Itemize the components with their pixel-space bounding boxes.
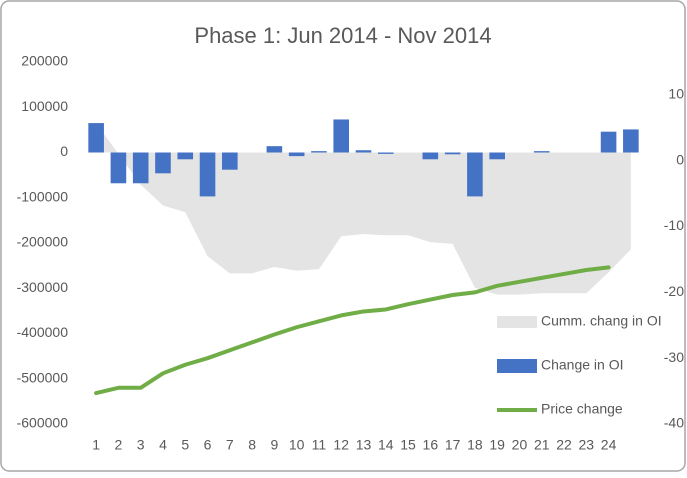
bar: [288, 152, 305, 157]
y2-tick-label: -40: [664, 415, 684, 431]
bar: [533, 151, 550, 153]
x-tick-label: 11: [312, 437, 327, 453]
x-tick-label: 24: [601, 437, 617, 453]
y-tick-label: -600000: [17, 415, 69, 431]
y-tick-label: -100000: [17, 188, 69, 204]
bar: [489, 152, 505, 160]
x-tick-label: 5: [181, 437, 189, 453]
y-tick-label: -500000: [17, 369, 69, 385]
bar: [377, 152, 394, 154]
bar: [467, 152, 483, 197]
y-tick-label: 0: [60, 143, 68, 159]
y-tick-label: 200000: [21, 53, 68, 69]
x-tick-label: 22: [556, 437, 572, 453]
legend-swatch: [497, 316, 537, 328]
legend-label: Price change: [541, 401, 623, 417]
y-tick-label: 100000: [21, 98, 68, 114]
bar: [623, 129, 639, 153]
x-tick-label: 12: [333, 437, 349, 453]
x-tick-label: 13: [356, 437, 372, 453]
bar: [222, 152, 238, 170]
x-tick-label: 14: [378, 437, 394, 453]
x-tick-label: 18: [467, 437, 483, 453]
legend-label: Cumm. chang in OI: [541, 313, 662, 329]
bar: [600, 131, 617, 153]
bar: [199, 152, 216, 197]
x-tick-label: 10: [289, 437, 305, 453]
bar: [110, 152, 127, 184]
x-tick-label: 1: [92, 437, 100, 453]
bar: [177, 152, 194, 160]
x-tick-label: 4: [159, 437, 167, 453]
x-tick-label: 8: [248, 437, 256, 453]
bar: [422, 152, 439, 160]
bar: [311, 151, 327, 153]
bar: [155, 152, 171, 174]
line: [94, 265, 611, 396]
y2-tick-label: -30: [664, 349, 684, 365]
legend-label: Change in OI: [541, 357, 624, 373]
x-tick-label: 2: [115, 437, 123, 453]
bar: [132, 152, 149, 184]
x-tick-label: 7: [226, 437, 234, 453]
y-tick-label: -400000: [17, 324, 69, 340]
x-tick-label: 23: [579, 437, 595, 453]
x-tick-label: 6: [204, 437, 212, 453]
x-tick-label: 20: [512, 437, 528, 453]
x-tick-label: 17: [445, 437, 461, 453]
bar: [355, 150, 372, 153]
y-tick-label: -300000: [17, 279, 69, 295]
x-tick-label: 21: [534, 437, 550, 453]
legend-swatch: [497, 359, 537, 373]
x-tick-label: 3: [137, 437, 145, 453]
x-tick-label: 16: [423, 437, 439, 453]
bar: [444, 152, 461, 155]
x-tick-label: 9: [270, 437, 278, 453]
bar: [266, 146, 283, 153]
x-tick-label: 19: [489, 437, 505, 453]
y2-tick-label: 10: [668, 86, 684, 102]
bar: [88, 123, 104, 153]
chart-title: Phase 1: Jun 2014 - Nov 2014: [194, 23, 491, 48]
y2-tick-label: -20: [664, 283, 684, 299]
y-tick-label: -200000: [17, 234, 69, 250]
bar: [333, 119, 350, 153]
x-tick-label: 15: [400, 437, 416, 453]
y2-tick-label: 0: [676, 151, 684, 167]
y2-tick-label: -10: [664, 217, 684, 233]
